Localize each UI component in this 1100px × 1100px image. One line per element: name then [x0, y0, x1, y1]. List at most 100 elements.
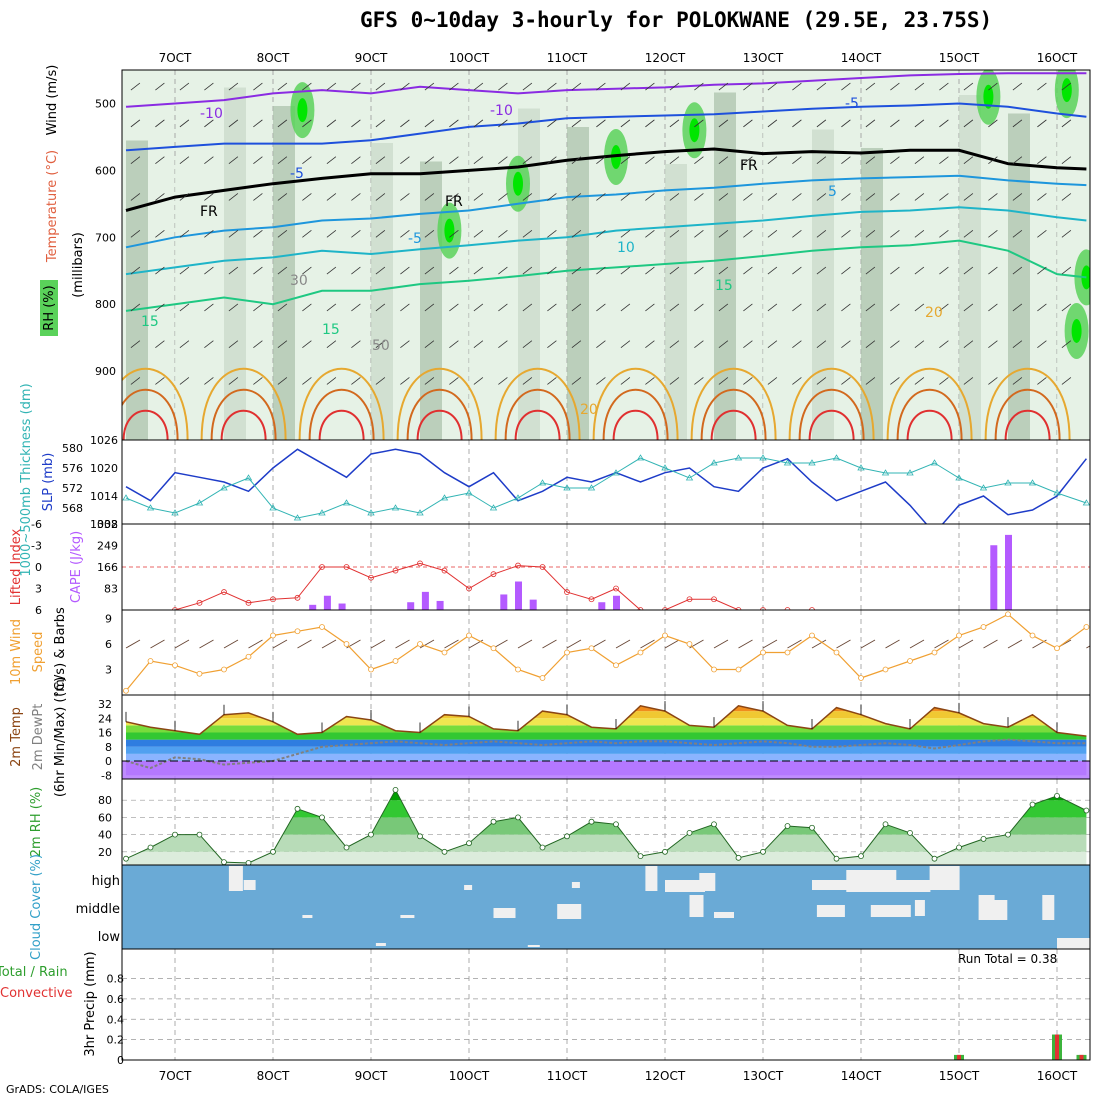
precip-legend-convective: Convective — [0, 986, 73, 1001]
wind-barb — [914, 377, 925, 385]
lifted-index-marker — [466, 585, 472, 592]
wind-barb — [473, 266, 484, 275]
wind-barb — [939, 303, 949, 312]
wind-barb — [424, 119, 435, 128]
wind-barb — [841, 377, 851, 385]
wind-barb — [179, 229, 190, 238]
wind-barb — [669, 82, 680, 91]
thickness-marker — [1028, 479, 1037, 486]
wind-barb — [841, 193, 851, 201]
wind-barb — [400, 193, 410, 201]
lifted-index-marker — [613, 585, 619, 592]
lifted-index-marker — [809, 607, 815, 610]
wind-barb-10m — [395, 639, 410, 649]
wind-barb — [130, 340, 141, 348]
wind-barb — [253, 229, 263, 238]
wind-barb — [841, 303, 851, 312]
wind-barb — [816, 266, 827, 275]
contour-label: -10 — [200, 106, 223, 122]
wind-speed-marker — [784, 649, 791, 656]
date-label-bottom: 13OCT — [743, 1069, 784, 1083]
cape-bar — [421, 591, 429, 610]
rh2m-marker — [490, 818, 497, 825]
wind-barb-10m — [713, 639, 729, 649]
rh2m-marker — [833, 855, 840, 862]
rh2m-marker — [245, 860, 252, 865]
rh2m-marker — [515, 814, 521, 821]
wind-barb — [253, 377, 263, 385]
rh2m-marker — [882, 821, 889, 828]
wind-barb — [400, 303, 410, 312]
rh-band — [126, 817, 1087, 835]
wind-barb — [277, 377, 288, 385]
rh2m-marker — [270, 848, 276, 855]
wind-speed-marker — [956, 632, 962, 639]
wind-barb — [326, 340, 337, 348]
wind10-axis-title-a: 10m Wind — [9, 619, 24, 685]
cape-bar — [529, 599, 537, 610]
wind-barb — [253, 82, 263, 91]
rh-shade — [273, 106, 295, 440]
wind-barb — [792, 377, 802, 385]
isotherm-warm — [122, 388, 179, 440]
lifted-index-marker — [760, 607, 766, 610]
isotherm-warm — [906, 409, 953, 440]
wind-barb — [645, 340, 655, 348]
wind-barb — [424, 229, 435, 238]
isotherm-warm — [318, 409, 365, 440]
wind-barb-10m — [223, 639, 239, 649]
thickness-marker — [783, 459, 792, 466]
rh2m-marker — [931, 855, 938, 862]
wind-barb — [547, 82, 557, 91]
lifted-index-marker — [245, 599, 252, 606]
wind-barb — [179, 266, 190, 275]
lifted-index-marker — [539, 564, 546, 570]
wind-barb-10m — [272, 639, 288, 649]
rh2m-marker — [294, 805, 301, 812]
thickness-marker — [832, 454, 841, 461]
wind-barb-10m — [321, 639, 337, 649]
wind-barb — [547, 266, 557, 275]
wind-speed-marker — [343, 641, 350, 647]
wind-barb — [449, 229, 459, 238]
pressure-tick: 900 — [95, 365, 116, 378]
wind-barb-10m — [885, 639, 900, 649]
wind-barb — [130, 156, 141, 164]
pressure-tick: 600 — [95, 164, 116, 177]
thickness-marker — [955, 474, 963, 481]
isotherm-warm — [886, 367, 973, 440]
wind-barb-10m — [370, 639, 386, 649]
wind-barb — [890, 229, 900, 238]
wind-barb — [204, 119, 214, 128]
wind-barb — [743, 82, 753, 91]
rh2m-plot — [123, 786, 1090, 865]
wind-barb — [228, 266, 239, 275]
thickness-marker — [342, 499, 351, 506]
cloud-block — [929, 866, 960, 890]
lifted-tick: 3 — [35, 583, 42, 596]
slp-tick: 1014 — [90, 490, 118, 503]
wind-barb — [179, 303, 190, 312]
contour-label: -5 — [408, 231, 422, 247]
rh-shade — [665, 164, 687, 440]
wind-barb — [155, 119, 165, 128]
isotherm-warm — [220, 409, 267, 440]
wind-speed-marker — [564, 649, 570, 656]
wind-barb-10m — [1007, 639, 1023, 649]
cloud-block — [699, 873, 716, 891]
rh-bright-patch — [1061, 78, 1072, 103]
wind-speed-marker — [809, 632, 815, 639]
thickness-line — [125, 457, 1087, 519]
wind-speed-marker — [833, 649, 840, 656]
wind-barb — [939, 266, 949, 275]
wind-barb-10m — [615, 639, 631, 649]
wind-barb — [253, 266, 263, 275]
wind-barb — [792, 303, 802, 312]
contour-label: FR — [200, 204, 218, 220]
wind-barb — [277, 266, 288, 275]
rh-shade — [420, 161, 442, 440]
wind-speed-marker — [858, 675, 864, 681]
wind-barb — [669, 340, 680, 348]
cape-bar — [990, 545, 998, 610]
wind-barb — [963, 266, 974, 275]
